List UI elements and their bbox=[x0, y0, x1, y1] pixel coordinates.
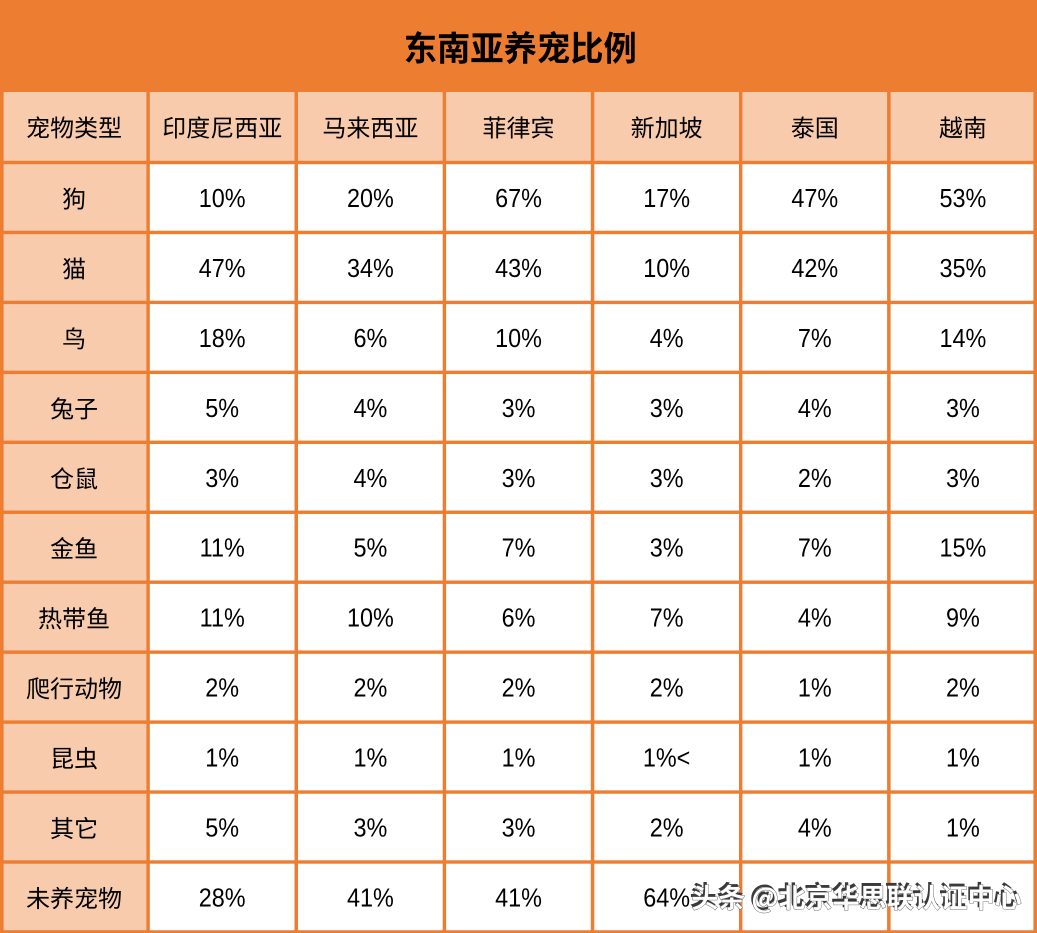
svg-text:4%: 4% bbox=[798, 395, 832, 423]
svg-text:3%: 3% bbox=[946, 465, 980, 493]
svg-text:3%: 3% bbox=[502, 395, 536, 423]
svg-text:3%: 3% bbox=[502, 465, 536, 493]
svg-text:4%: 4% bbox=[353, 395, 387, 423]
svg-text:1%<: 1%< bbox=[643, 744, 690, 772]
svg-text:2%: 2% bbox=[353, 675, 387, 703]
svg-text:43%: 43% bbox=[495, 255, 542, 283]
svg-text:10%: 10% bbox=[643, 255, 690, 283]
svg-text:1%: 1% bbox=[353, 744, 387, 772]
svg-text:7%: 7% bbox=[650, 605, 684, 633]
svg-text:11%: 11% bbox=[200, 535, 245, 563]
svg-text:9%: 9% bbox=[946, 605, 980, 633]
svg-text:3%: 3% bbox=[502, 814, 536, 842]
svg-text:35%: 35% bbox=[939, 255, 986, 283]
svg-text:41%: 41% bbox=[347, 884, 394, 912]
svg-text:41%: 41% bbox=[495, 884, 542, 912]
svg-text:42%: 42% bbox=[791, 255, 838, 283]
svg-text:15%: 15% bbox=[939, 535, 986, 563]
svg-text:10%: 10% bbox=[199, 185, 246, 213]
svg-text:3%: 3% bbox=[946, 395, 980, 423]
svg-text:5%: 5% bbox=[353, 535, 387, 563]
svg-text:34%: 34% bbox=[347, 255, 394, 283]
svg-text:53%: 53% bbox=[939, 185, 986, 213]
svg-text:1%: 1% bbox=[946, 814, 980, 842]
svg-text:3%: 3% bbox=[650, 395, 684, 423]
svg-text:10%: 10% bbox=[347, 605, 394, 633]
svg-text:4%: 4% bbox=[798, 814, 832, 842]
svg-text:47%: 47% bbox=[199, 255, 246, 283]
svg-text:18%: 18% bbox=[199, 325, 246, 353]
svg-text:7%: 7% bbox=[798, 325, 832, 353]
svg-text:1%: 1% bbox=[502, 744, 536, 772]
svg-text:6%: 6% bbox=[353, 325, 387, 353]
svg-text:1%: 1% bbox=[798, 744, 832, 772]
svg-text:7%: 7% bbox=[502, 535, 536, 563]
svg-text:3%: 3% bbox=[650, 535, 684, 563]
svg-text:11%: 11% bbox=[200, 605, 245, 633]
svg-text:14%: 14% bbox=[939, 325, 986, 353]
svg-text:28%: 28% bbox=[199, 884, 246, 912]
svg-text:4%: 4% bbox=[353, 465, 387, 493]
svg-text:5%: 5% bbox=[205, 395, 239, 423]
svg-text:17%: 17% bbox=[643, 185, 690, 213]
svg-text:5%: 5% bbox=[205, 814, 239, 842]
svg-text:1%: 1% bbox=[946, 744, 980, 772]
svg-text:1%: 1% bbox=[798, 675, 832, 703]
svg-text:2%: 2% bbox=[502, 675, 536, 703]
svg-text:10%: 10% bbox=[495, 325, 542, 353]
svg-text:7%: 7% bbox=[798, 535, 832, 563]
svg-text:67%: 67% bbox=[495, 185, 542, 213]
svg-text:2%: 2% bbox=[650, 675, 684, 703]
svg-text:2%: 2% bbox=[946, 675, 980, 703]
svg-text:2%: 2% bbox=[798, 465, 832, 493]
svg-text:4%: 4% bbox=[650, 325, 684, 353]
svg-text:2%: 2% bbox=[650, 814, 684, 842]
svg-text:3%: 3% bbox=[353, 814, 387, 842]
svg-text:20%: 20% bbox=[347, 185, 394, 213]
svg-text:1%: 1% bbox=[205, 744, 239, 772]
svg-text:47%: 47% bbox=[791, 185, 838, 213]
svg-text:3%: 3% bbox=[650, 465, 684, 493]
svg-text:6%: 6% bbox=[502, 605, 536, 633]
svg-text:3%: 3% bbox=[205, 465, 239, 493]
svg-text:2%: 2% bbox=[205, 675, 239, 703]
svg-text:4%: 4% bbox=[798, 605, 832, 633]
svg-text:64%: 64% bbox=[643, 884, 690, 912]
